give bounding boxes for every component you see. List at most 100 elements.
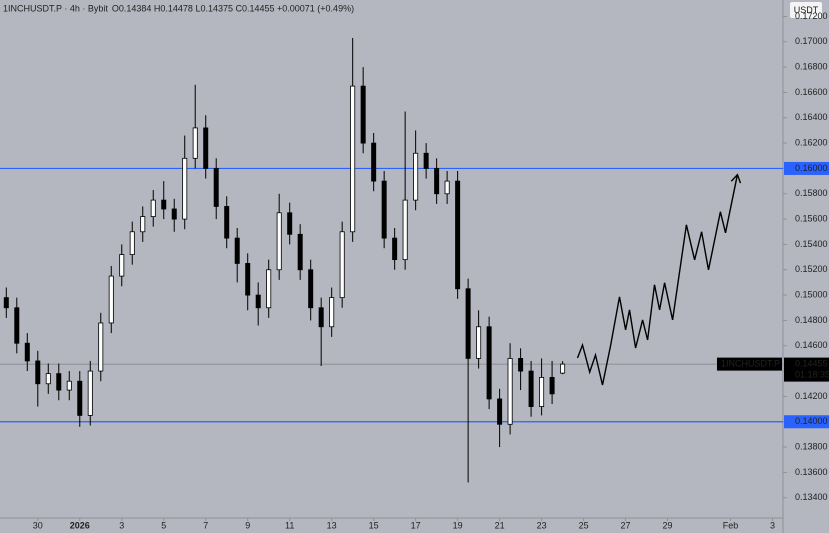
candle-body [350,85,356,233]
candle-body [392,237,398,261]
candle-body [371,142,377,182]
y-tick-label: 0.13400 [795,492,828,502]
projection-arrowhead [730,173,742,184]
y-tick-label: 0.15000 [795,289,828,299]
x-tick-label: 3 [770,520,775,530]
candle-body [318,307,324,328]
candle-body [119,254,125,277]
candle-body [539,377,545,407]
level-label-box [784,415,829,429]
candle-body [266,269,272,309]
candle-body [87,370,93,416]
x-tick-label: 9 [245,520,250,530]
x-tick-label: 7 [203,520,208,530]
candle-body [161,199,167,210]
level-label-box [784,161,829,175]
x-tick-label: 2026 [70,520,90,530]
candle-body [150,199,156,217]
x-tick-label: 5 [161,520,166,530]
candle-body [77,380,83,416]
candle-body [192,127,198,159]
y-tick-label: 0.16800 [795,61,828,71]
candle-body [140,216,146,233]
candle-body [14,307,20,344]
y-tick-label: 0.17200 [795,11,828,21]
candle-body [129,231,135,255]
candle-body [507,358,513,425]
candle-body [528,370,534,407]
candle-body [476,326,482,359]
y-tick-label: 0.15800 [795,188,828,198]
candle-body [360,85,366,144]
candle-body [402,199,408,261]
candle-body [245,263,251,296]
y-tick-label: 0.13600 [795,467,828,477]
x-tick-label: 13 [327,520,337,530]
candle-body [255,294,261,309]
y-tick-label: 0.15400 [795,239,828,249]
candle-body [518,358,524,372]
level-label: 0.14000 [795,416,828,426]
x-tick-label: 25 [579,520,589,530]
last-price-symbol: 1INCHUSDT.P [721,358,780,368]
x-tick-label: 30 [33,520,43,530]
candle-body [486,326,492,400]
candle-body [308,269,314,309]
candle-body [497,398,503,425]
candle-body [339,231,345,299]
candle-body [224,206,230,239]
candle-body [203,127,209,169]
x-tick-label: 27 [621,520,631,530]
candle-body [24,342,30,362]
projection-line [576,174,739,386]
y-tick-label: 0.14600 [795,340,828,350]
candle-body [381,180,387,239]
last-price-symbol-box [716,357,782,371]
x-tick-label: 3 [119,520,124,530]
x-tick-label: 29 [663,520,673,530]
y-tick-label: 0.16600 [795,87,828,97]
candle-body [213,168,219,207]
y-tick-label: 0.15200 [795,264,828,274]
candle-body [465,288,471,359]
x-tick-label: Feb [723,520,739,530]
y-tick-label: 0.17000 [795,36,828,46]
chart-title: 1INCHUSDT.P · 4h · Bybit [3,3,108,13]
candle-body [234,237,240,264]
x-tick-label: 11 [285,520,294,530]
candle-body [297,233,303,271]
candle-body [182,157,188,220]
x-tick-label: 15 [369,520,379,530]
y-tick-label: 0.14800 [795,315,828,325]
candle-body [549,377,555,395]
candle-body [66,380,72,391]
level-label: 0.16000 [795,163,828,173]
y-tick-label: 0.14200 [795,391,828,401]
candle-body [56,373,62,391]
candle-body [413,152,419,201]
candle-body [560,363,566,374]
candle-body [45,373,51,385]
candle-body [3,297,9,309]
last-price-box [784,357,829,382]
x-tick-label: 17 [411,520,421,530]
candle-body [329,297,335,328]
candle-body [108,275,114,324]
candle-body [444,180,450,195]
x-tick-label: 23 [537,520,547,530]
candle-body [98,322,104,372]
last-price-countdown: 01:18:35 [795,369,829,379]
currency-button[interactable] [790,2,822,18]
candle-body [434,168,440,195]
candle-body [287,212,293,235]
x-tick-label: 19 [453,520,463,530]
candle-body [455,180,461,290]
ohlc-label: O0.14384 H0.14478 L0.14375 C0.14455 +0.0… [112,3,354,13]
candle-body [423,152,429,169]
y-tick-label: 0.16400 [795,112,828,122]
y-tick-label: 0.15600 [795,213,828,223]
y-tick-label: 0.13800 [795,441,828,451]
y-tick-label: 0.16200 [795,137,828,147]
